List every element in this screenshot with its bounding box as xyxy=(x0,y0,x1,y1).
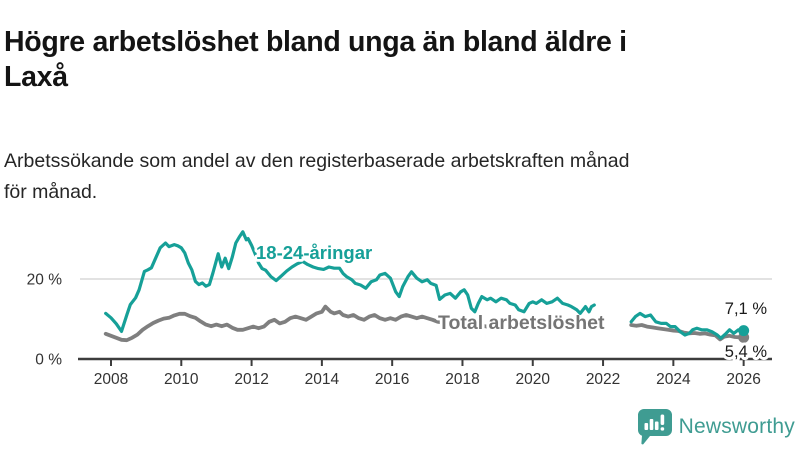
series-label-0: Total arbetslöshet xyxy=(438,312,605,334)
x-tick-label-2026: 2026 xyxy=(726,371,760,388)
title-line-2: Laxå xyxy=(4,61,68,94)
y-tick-label-0: 0 % xyxy=(35,352,62,369)
x-tick-label-2020: 2020 xyxy=(516,371,551,388)
x-tick-label-2016: 2016 xyxy=(375,371,409,388)
end-value-label-0: 5,4 % xyxy=(725,343,768,361)
subtitle-line-2: för månad. xyxy=(4,180,98,203)
newsworthy-logo: Newsworthy xyxy=(637,409,795,445)
x-tick-label-2008: 2008 xyxy=(94,371,128,388)
chart-subtitle: Arbetssökande som andel av den registerb… xyxy=(4,146,796,208)
series-line-0-seg-0 xyxy=(103,304,597,343)
newsworthy-logo-text: Newsworthy xyxy=(678,415,795,438)
page-title: Högre arbetslöshet bland unga än bland ä… xyxy=(4,25,796,95)
newsworthy-bubble-chart-icon xyxy=(637,409,672,445)
end-value-label-1: 7,1 % xyxy=(725,300,768,318)
x-tick-label-2012: 2012 xyxy=(234,371,268,388)
x-tick-label-2010: 2010 xyxy=(164,371,199,388)
end-dot-1 xyxy=(738,325,750,337)
subtitle-line-1: Arbetssökande som andel av den registerb… xyxy=(4,149,630,172)
title-line-1: Högre arbetslöshet bland unga än bland ä… xyxy=(4,26,627,59)
series-label-1: 18-24-åringar xyxy=(256,242,372,263)
series-line-1-seg-0 xyxy=(104,230,596,333)
x-tick-label-2022: 2022 xyxy=(586,371,620,388)
x-tick-label-2024: 2024 xyxy=(656,371,691,388)
y-tick-label-20: 20 % xyxy=(27,272,63,289)
x-tick-label-2018: 2018 xyxy=(445,371,479,388)
x-tick-label-2014: 2014 xyxy=(305,371,340,388)
series-line-1-seg-1 xyxy=(629,311,746,340)
